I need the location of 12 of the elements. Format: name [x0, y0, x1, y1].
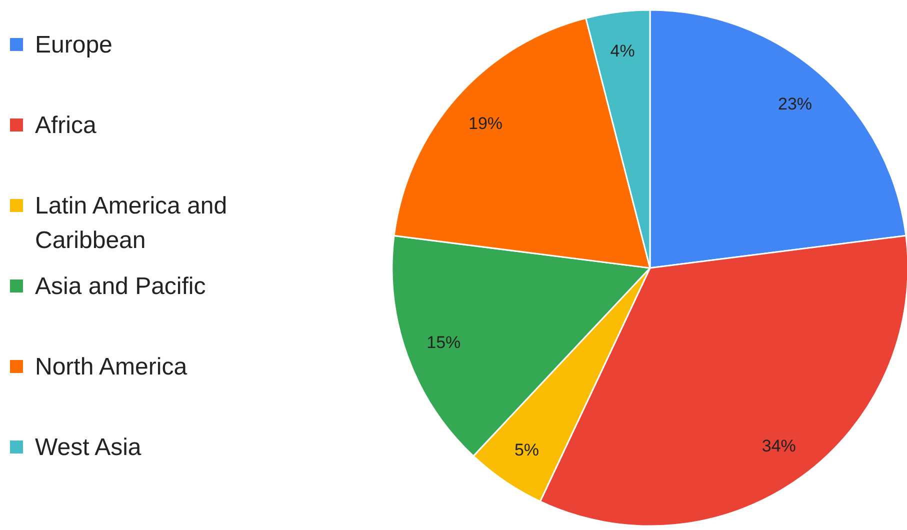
legend-label: Africa: [35, 112, 97, 139]
legend-label: North America: [35, 353, 188, 380]
legend-label: Latin America and Caribbean: [35, 192, 228, 254]
data-label: 34%: [762, 436, 796, 456]
data-label: 5%: [514, 440, 540, 460]
legend-label: West Asia: [35, 434, 142, 461]
legend-label: Asia and Pacific: [35, 272, 206, 300]
legend-label: Europe: [35, 31, 112, 58]
data-label: 23%: [778, 94, 812, 114]
data-label: 4%: [610, 41, 635, 60]
data-label: 19%: [468, 114, 503, 133]
data-label: 15%: [426, 333, 461, 352]
